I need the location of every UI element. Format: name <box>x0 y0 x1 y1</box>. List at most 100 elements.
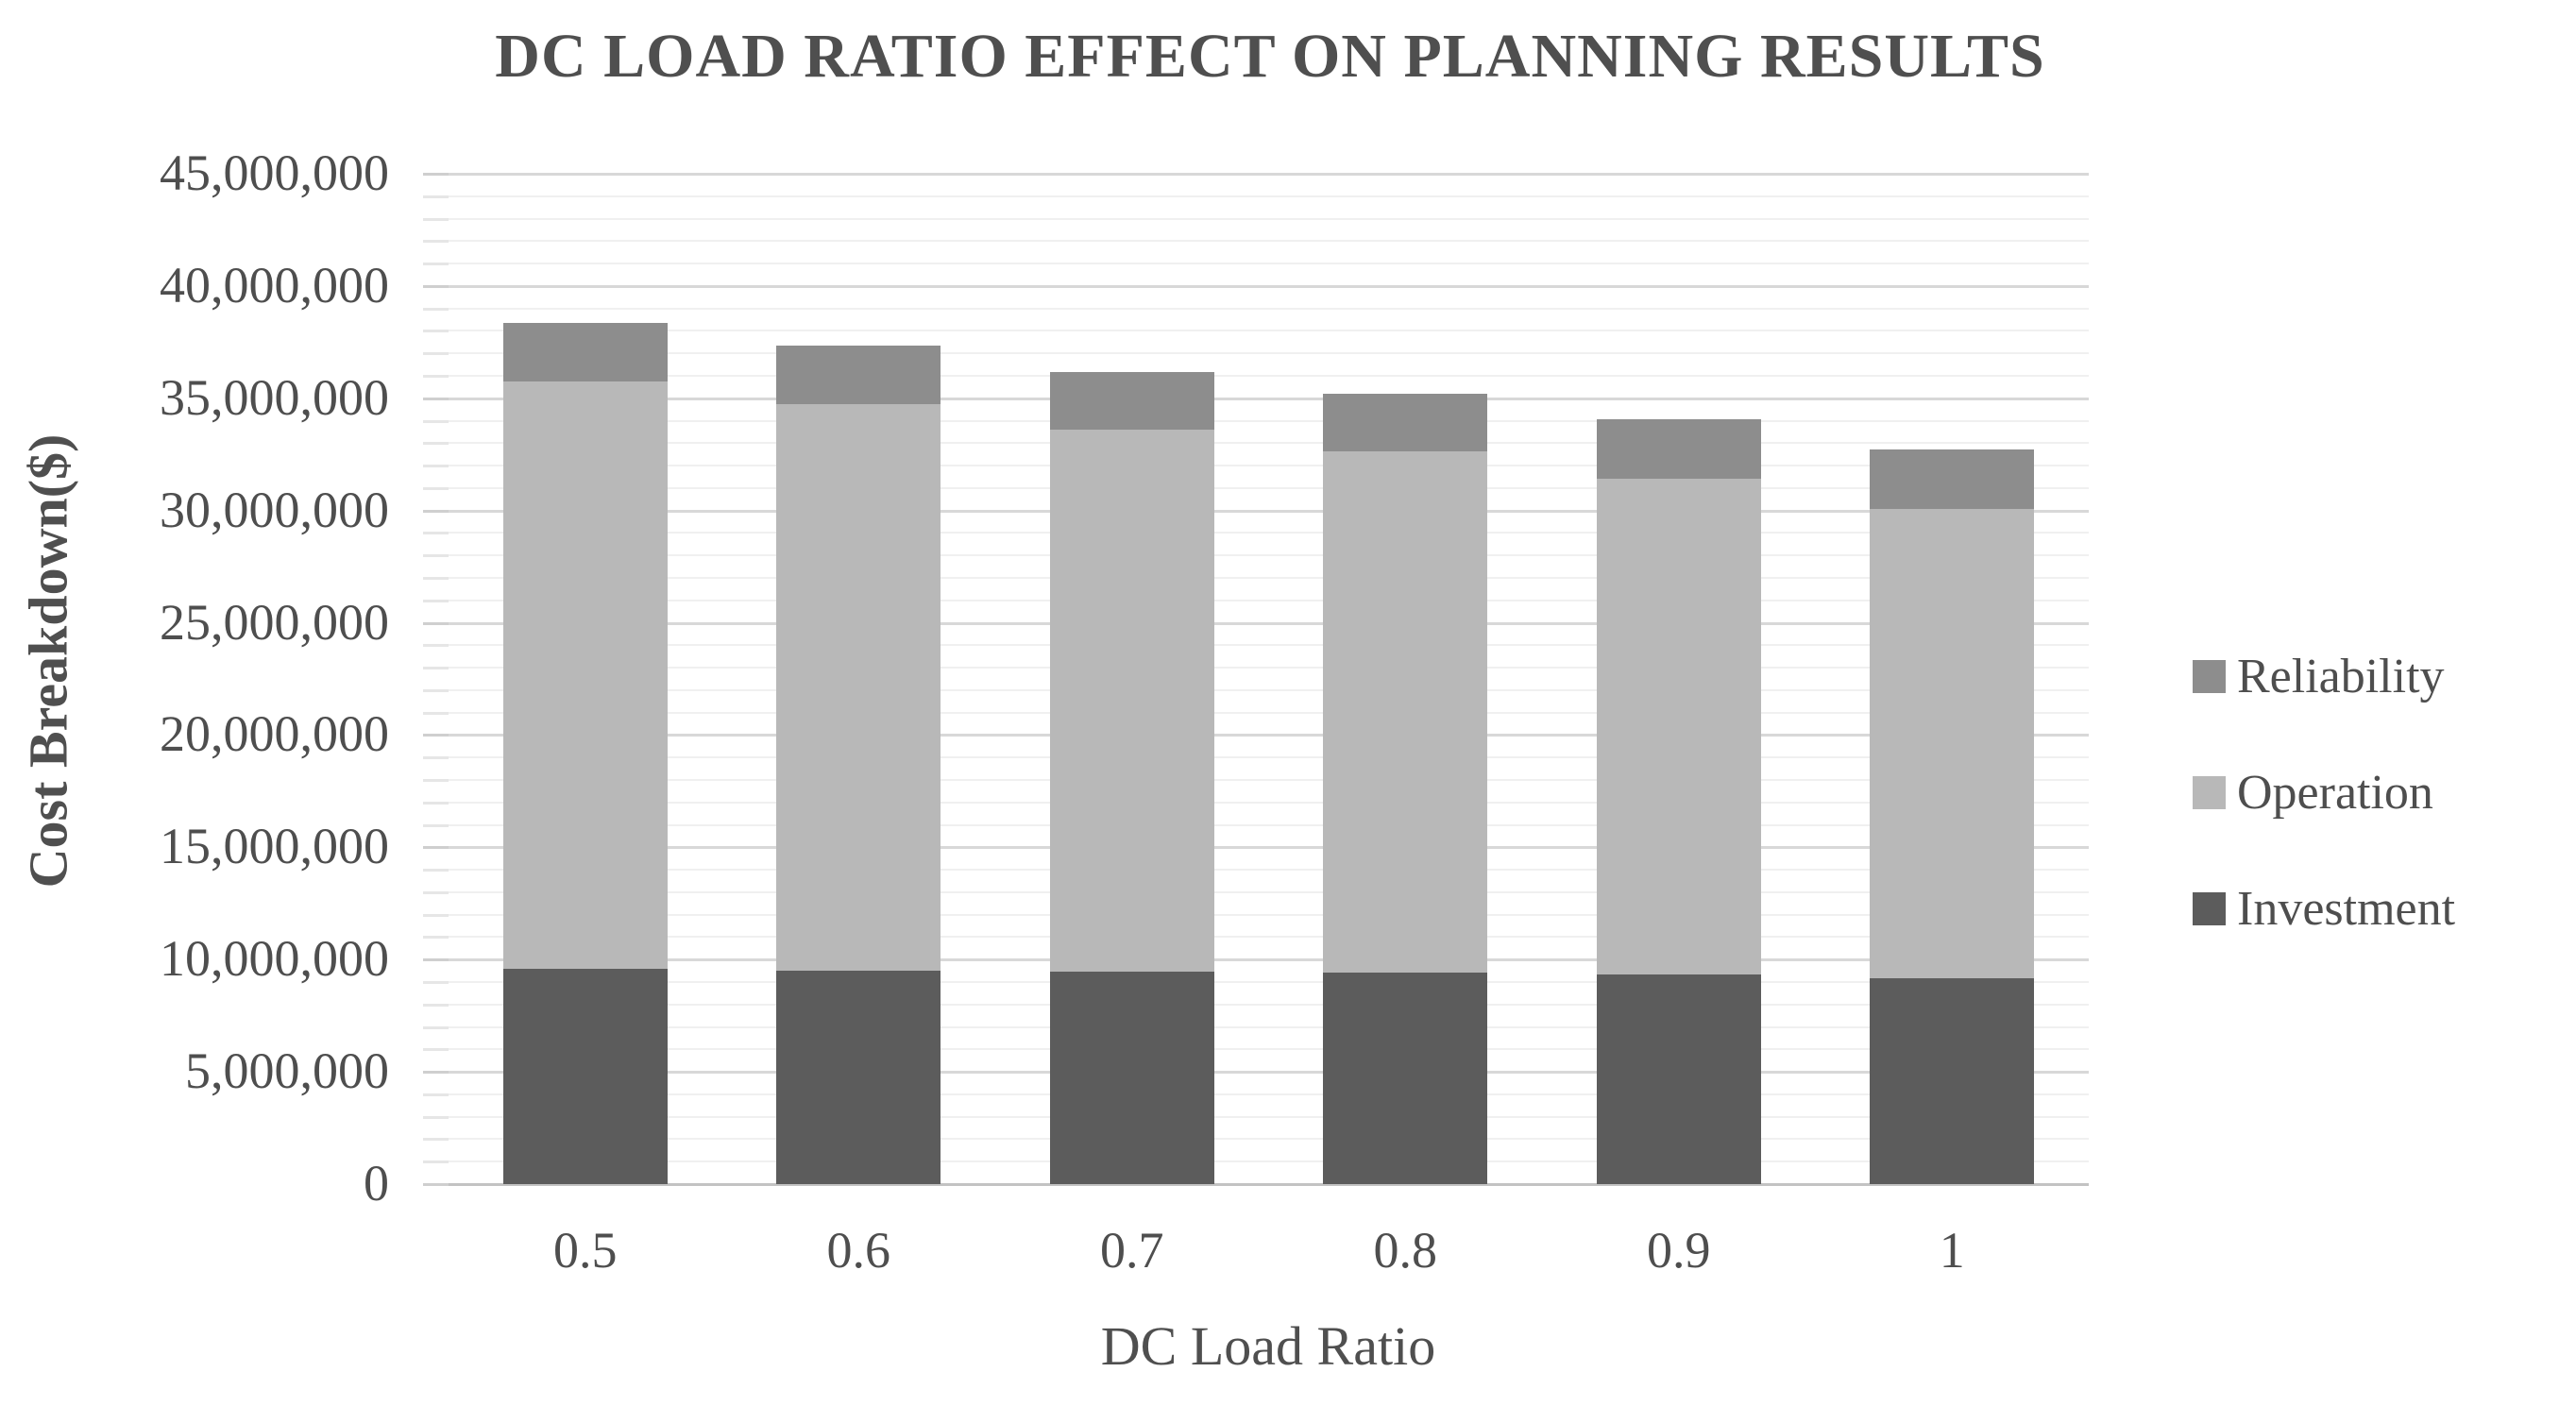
gridline-major <box>449 958 2089 962</box>
y-axis-tick <box>423 688 449 692</box>
bar-segment-reliability-0.6 <box>776 345 941 404</box>
y-tick-label-45000000: 45,000,000 <box>160 144 389 201</box>
y-axis-tick <box>423 936 449 940</box>
y-axis-tick <box>423 419 449 423</box>
bar-segment-reliability-0.9 <box>1596 419 1761 480</box>
x-axis-title: DC Load Ratio <box>1100 1315 1436 1377</box>
legend-swatch-operation <box>2193 775 2226 809</box>
gridline-major <box>449 846 2089 850</box>
y-axis-tick <box>423 1093 449 1096</box>
y-axis-tick <box>423 532 449 535</box>
gridline-minor <box>449 375 2089 377</box>
y-axis-tick <box>423 1138 449 1142</box>
gridline-minor <box>449 1138 2089 1141</box>
y-axis-tick <box>423 779 449 782</box>
gridline-minor <box>449 869 2089 872</box>
gridline-minor <box>449 240 2089 243</box>
plot-area <box>449 173 2089 1186</box>
y-axis-tick <box>423 330 449 333</box>
y-axis-tick <box>423 1160 449 1164</box>
y-axis-tick <box>423 1003 449 1007</box>
gridline-major <box>449 621 2089 625</box>
gridline-minor <box>449 1160 2089 1163</box>
gridline-minor <box>449 981 2089 983</box>
y-axis-tick <box>423 375 449 378</box>
gridline-major <box>449 509 2089 513</box>
y-axis-tick <box>423 801 449 805</box>
y-axis-tick <box>423 554 449 558</box>
y-axis-tick <box>423 846 449 850</box>
gridline-minor <box>449 801 2089 804</box>
legend-item-investment: Investment <box>2193 878 2455 939</box>
gridline-major <box>449 734 2089 737</box>
legend-swatch-investment <box>2193 891 2226 925</box>
gridline-minor <box>449 577 2089 579</box>
gridline-minor <box>449 711 2089 714</box>
gridline-minor <box>449 195 2089 197</box>
y-axis-tick <box>423 486 449 490</box>
bar-segment-reliability-0.5 <box>502 323 668 381</box>
y-axis-tick <box>423 195 449 198</box>
y-tick-label-25000000: 25,000,000 <box>160 593 389 651</box>
y-axis-tick <box>423 913 449 917</box>
gridline-minor <box>449 756 2089 759</box>
y-axis-tick <box>423 599 449 602</box>
gridline-minor <box>449 688 2089 691</box>
y-tick-label-35000000: 35,000,000 <box>160 368 389 426</box>
gridline-minor <box>449 217 2089 220</box>
gridline-minor <box>449 554 2089 557</box>
legend-label: Operation <box>2237 765 2433 820</box>
x-tick-label-0.5: 0.5 <box>553 1222 618 1279</box>
bar-segment-investment-1 <box>1870 978 2035 1184</box>
y-axis-tick <box>423 981 449 984</box>
bar-segment-reliability-0.8 <box>1323 394 1488 451</box>
gridline-minor <box>449 263 2089 265</box>
bar-segment-investment-0.6 <box>776 971 941 1184</box>
y-axis-tick <box>423 1183 449 1186</box>
y-axis-tick <box>423 869 449 872</box>
y-axis-tick <box>423 711 449 715</box>
gridline-major <box>449 397 2089 400</box>
gridline-minor <box>449 419 2089 422</box>
bar-segment-investment-0.9 <box>1596 974 1761 1184</box>
bar-segment-operation-0.8 <box>1323 450 1488 974</box>
gridline-minor <box>449 465 2089 467</box>
y-axis-tick <box>423 509 449 513</box>
gridline-major <box>449 173 2089 176</box>
gridline-minor <box>449 1115 2089 1118</box>
gridline-baseline <box>449 1183 2089 1186</box>
y-axis-tick <box>423 1071 449 1075</box>
gridline-minor <box>449 330 2089 332</box>
y-axis-tick <box>423 173 449 176</box>
y-axis-tick <box>423 240 449 244</box>
bar-segment-operation-0.6 <box>776 403 941 972</box>
gridline-minor <box>449 936 2089 939</box>
x-tick-label-0.7: 0.7 <box>1100 1222 1164 1279</box>
bar-segment-operation-0.7 <box>1049 430 1214 973</box>
y-axis-tick <box>423 1048 449 1052</box>
y-tick-label-0: 0 <box>364 1155 389 1211</box>
gridline-minor <box>449 644 2089 647</box>
bar-segment-operation-1 <box>1870 509 2035 979</box>
bar-segment-investment-0.5 <box>502 968 668 1184</box>
y-axis-tick <box>423 284 449 288</box>
y-tick-label-20000000: 20,000,000 <box>160 705 389 763</box>
y-axis-tick <box>423 397 449 400</box>
y-tick-label-40000000: 40,000,000 <box>160 256 389 313</box>
legend-item-operation: Operation <box>2193 762 2433 822</box>
gridline-minor <box>449 823 2089 826</box>
gridline-minor <box>449 890 2089 893</box>
y-axis-tick <box>423 621 449 625</box>
legend-swatch-reliability <box>2193 659 2226 693</box>
gridline-major <box>449 1071 2089 1075</box>
gridline-minor <box>449 779 2089 781</box>
bar-segment-investment-0.7 <box>1049 972 1214 1184</box>
y-axis-tick <box>423 823 449 827</box>
chart-title: DC LOAD RATIO EFFECT ON PLANNING RESULTS <box>495 22 2045 91</box>
gridline-minor <box>449 913 2089 916</box>
y-axis-tick <box>423 890 449 894</box>
gridline-minor <box>449 1093 2089 1095</box>
x-tick-label-0.6: 0.6 <box>826 1222 891 1279</box>
legend-label: Reliability <box>2237 649 2445 703</box>
y-tick-label-30000000: 30,000,000 <box>160 481 389 538</box>
